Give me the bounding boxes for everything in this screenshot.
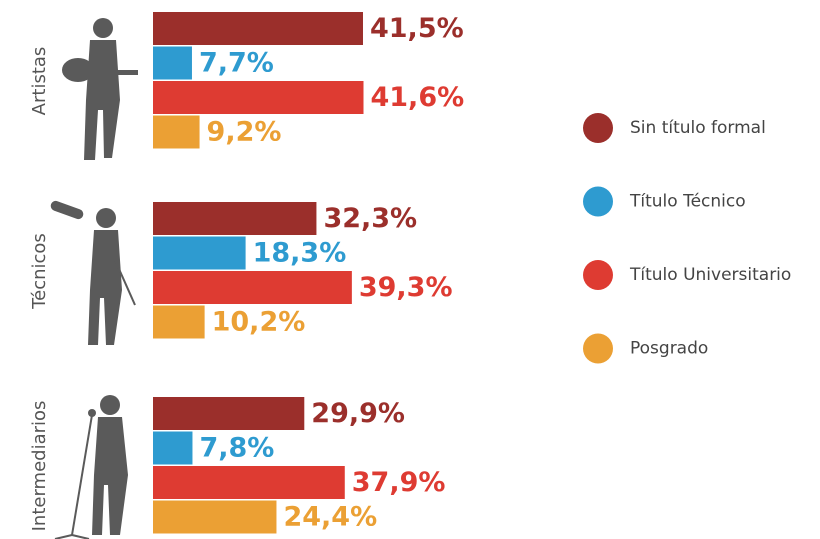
bar <box>153 306 205 339</box>
value-label: 7,7% <box>199 48 274 79</box>
legend-label: Sin título formal <box>630 118 766 138</box>
speaker-icon <box>55 395 128 539</box>
technician-icon <box>49 199 135 345</box>
bar <box>153 432 192 465</box>
legend-marker <box>583 260 613 290</box>
value-label: 41,5% <box>370 13 464 44</box>
value-label: 24,4% <box>283 502 377 533</box>
value-label: 18,3% <box>253 238 347 269</box>
value-label: 37,9% <box>352 467 446 498</box>
bar <box>153 116 200 149</box>
legend-label: Título Universitario <box>629 265 791 285</box>
legend-label: Título Técnico <box>629 192 746 212</box>
bar <box>153 81 363 114</box>
value-label: 29,9% <box>311 398 405 429</box>
value-label: 41,6% <box>370 82 464 113</box>
bar <box>153 271 352 304</box>
bar <box>153 397 304 430</box>
bar <box>153 237 246 270</box>
bar <box>153 466 345 499</box>
value-label: 39,3% <box>359 272 453 303</box>
value-label: 9,2% <box>207 117 282 148</box>
value-label: 10,2% <box>212 307 306 338</box>
category-label: Artistas <box>29 47 50 116</box>
legend-marker <box>583 113 613 143</box>
legend-marker <box>583 187 613 217</box>
bar <box>153 202 316 235</box>
value-label: 7,8% <box>199 433 274 464</box>
value-label: 32,3% <box>323 203 417 234</box>
silhouettes <box>49 18 138 539</box>
guitarist-icon <box>62 18 138 160</box>
chart: Artistas 41,5% 7,7% 41,6% 9,2% Técnicos 32,3% 1… <box>0 0 820 539</box>
bar <box>153 12 363 45</box>
legend-marker <box>583 334 613 364</box>
bar <box>153 47 192 80</box>
category-label: Intermediarios <box>29 401 50 532</box>
legend-label: Posgrado <box>630 339 708 359</box>
category-label: Técnicos <box>29 233 50 310</box>
bar <box>153 501 276 534</box>
